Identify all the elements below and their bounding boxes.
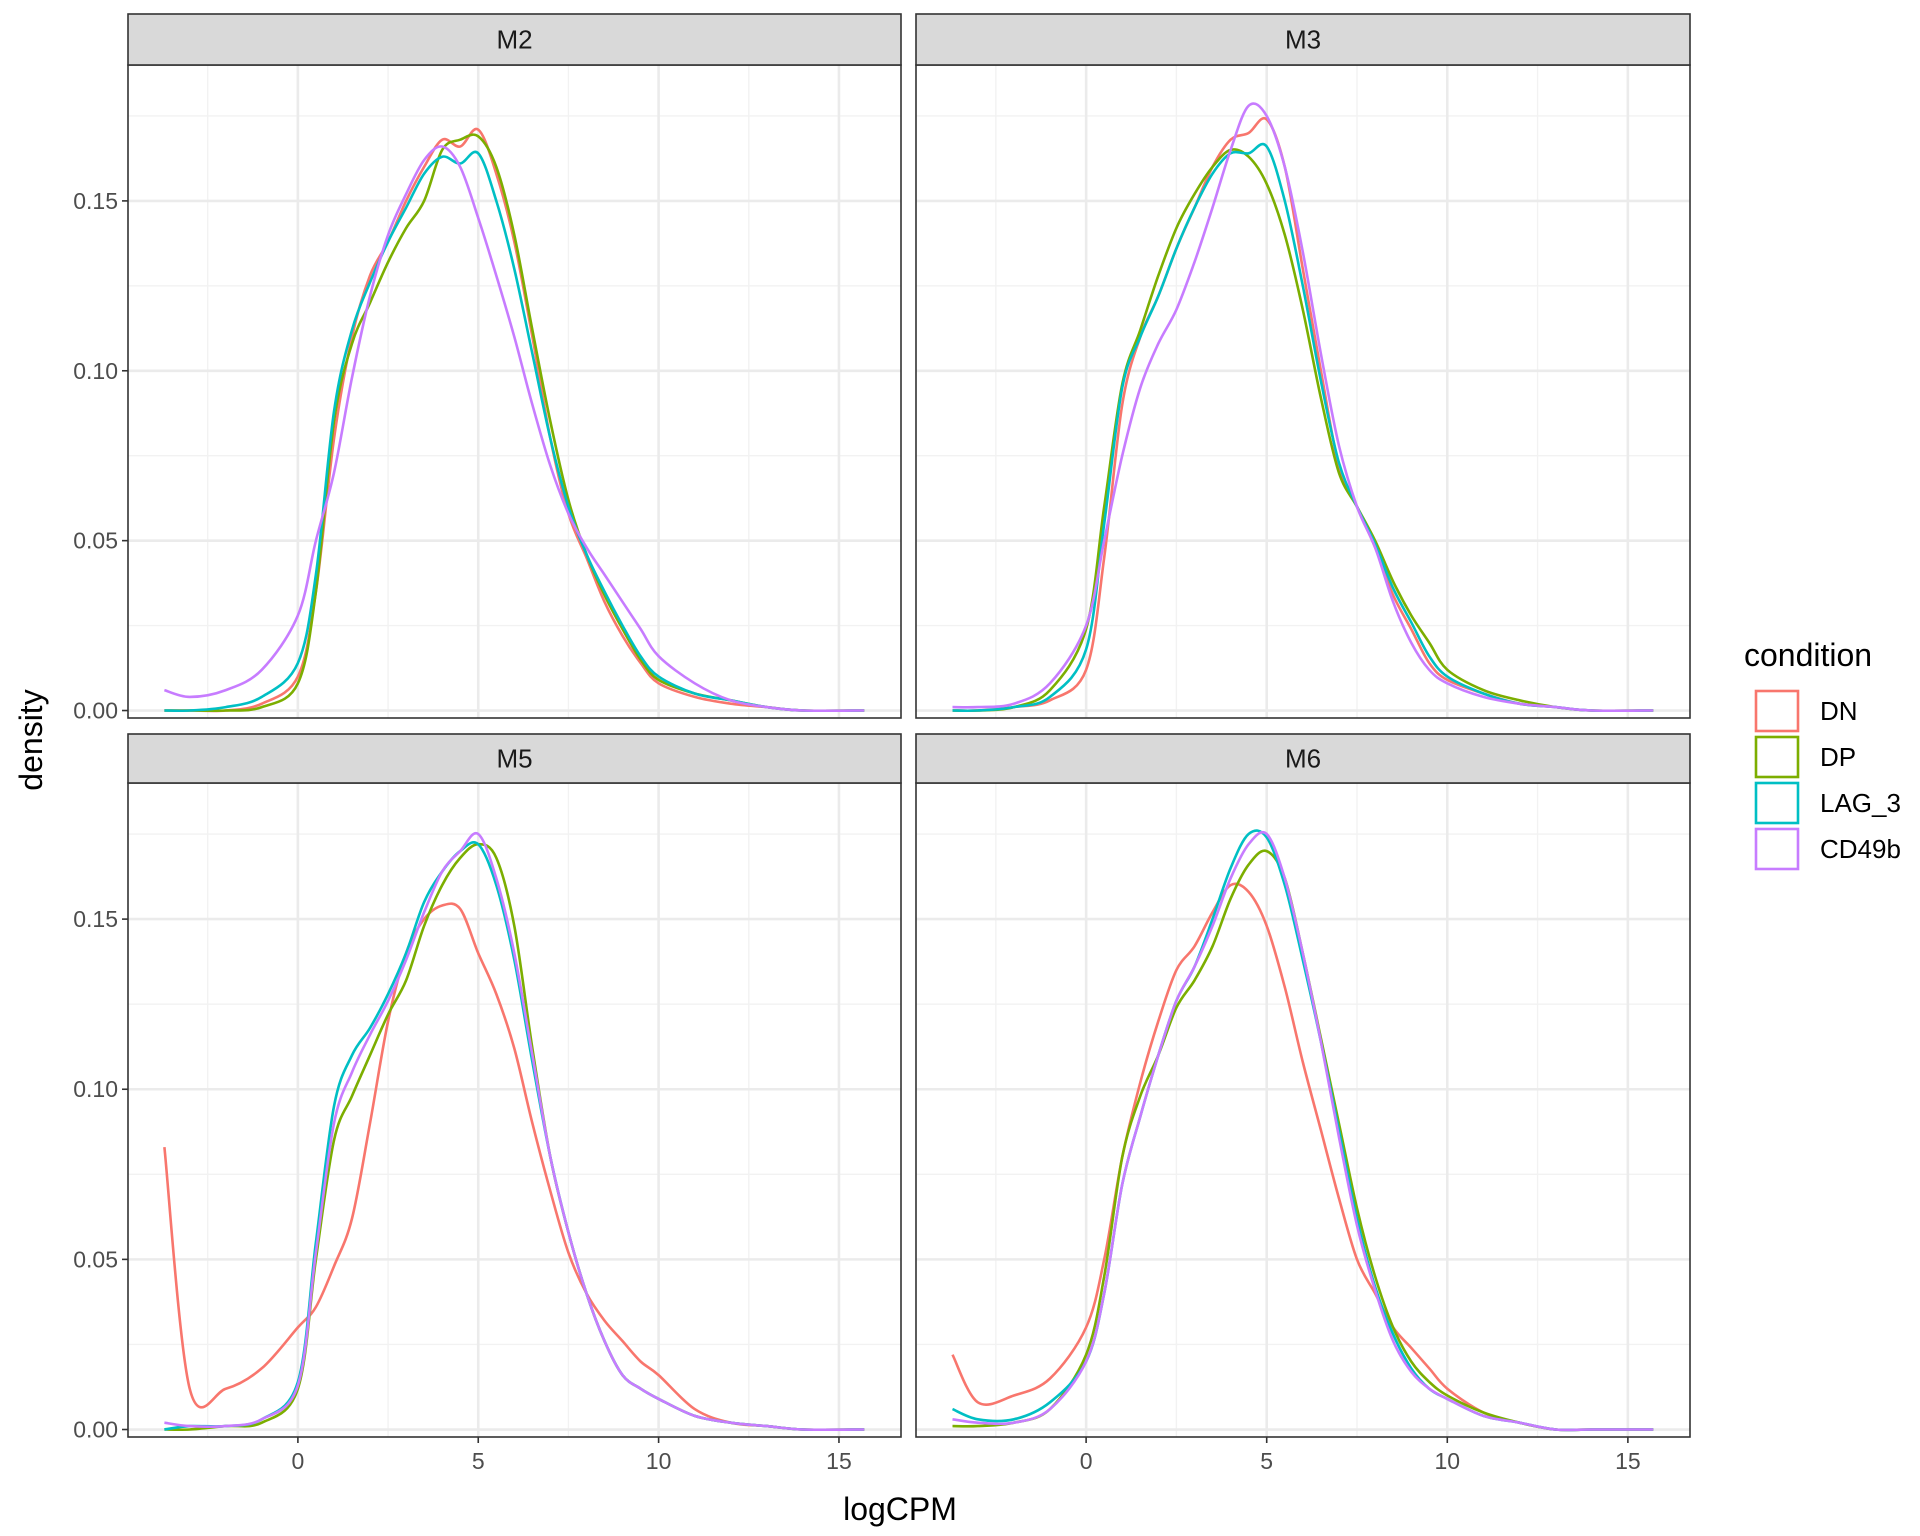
y-tick-label: 0.10 xyxy=(73,1076,118,1102)
density-curve-CD49b xyxy=(164,831,865,1432)
facet-panel-M6: M6 xyxy=(915,733,1691,1438)
y-tick-label: 0.15 xyxy=(73,906,118,932)
facet-strip-label: M6 xyxy=(1285,744,1321,774)
y-axis-title: density xyxy=(13,689,49,790)
legend-label: LAG_3 xyxy=(1820,788,1901,818)
density-curve-LAG_3 xyxy=(952,142,1654,713)
legend: condition DN DP LAG_3 CD49b xyxy=(1744,637,1901,871)
density-curve-CD49b xyxy=(952,102,1654,713)
facet-strip xyxy=(915,733,1691,784)
x-tick-label: 5 xyxy=(472,1448,485,1474)
axes: 0.00 0.05 0.10 0.15 0.00 0.05 0.10 0.15 0 5 10 15 0 5… xyxy=(73,188,1640,1474)
x-tick-label: 15 xyxy=(1615,1448,1641,1474)
x-tick-label: 10 xyxy=(646,1448,672,1474)
facet-panels: M2 M3 M5 M6 xyxy=(127,13,1691,1438)
density-curve-CD49b xyxy=(163,145,865,713)
y-tick-label: 0.15 xyxy=(73,188,118,214)
facet-strip-label: M5 xyxy=(496,744,532,774)
x-tick-label: 0 xyxy=(1080,1448,1093,1474)
density-curve-DN xyxy=(951,882,1654,1432)
density-curve-DP xyxy=(164,133,865,713)
legend-label: DP xyxy=(1820,742,1856,772)
facet-strip xyxy=(127,733,902,784)
legend-label: CD49b xyxy=(1820,834,1901,864)
facet-panel-M3: M3 xyxy=(915,13,1691,719)
legend-label: DN xyxy=(1820,696,1858,726)
facet-strip-label: M3 xyxy=(1285,25,1321,55)
y-tick-label: 0.00 xyxy=(73,698,118,724)
x-tick-label: 0 xyxy=(291,1448,304,1474)
y-tick-label: 0.10 xyxy=(73,358,118,384)
density-curve-LAG_3 xyxy=(164,150,865,713)
density-curve-CD49b xyxy=(952,830,1654,1432)
x-tick-label: 10 xyxy=(1434,1448,1460,1474)
legend-title: condition xyxy=(1744,637,1872,673)
facet-strip xyxy=(127,13,902,66)
y-tick-label: 0.00 xyxy=(73,1417,118,1443)
x-axis-title: logCPM xyxy=(843,1491,957,1527)
density-curve-DN xyxy=(163,902,865,1432)
legend-key-DP xyxy=(1754,735,1800,779)
legend-key-CD49b xyxy=(1754,827,1800,871)
legend-key-LAG_3 xyxy=(1754,781,1800,825)
y-tick-label: 0.05 xyxy=(73,1246,118,1272)
facet-strip xyxy=(915,13,1691,66)
x-tick-label: 5 xyxy=(1260,1448,1273,1474)
y-tick-label: 0.05 xyxy=(73,528,118,554)
x-tick-label: 15 xyxy=(826,1448,852,1474)
density-curve-DP xyxy=(952,148,1654,713)
facet-panel-M5: M5 xyxy=(127,733,902,1438)
legend-key-DN xyxy=(1754,689,1800,733)
facet-panel-M2: M2 xyxy=(127,13,902,719)
facet-strip-label: M2 xyxy=(496,25,532,55)
